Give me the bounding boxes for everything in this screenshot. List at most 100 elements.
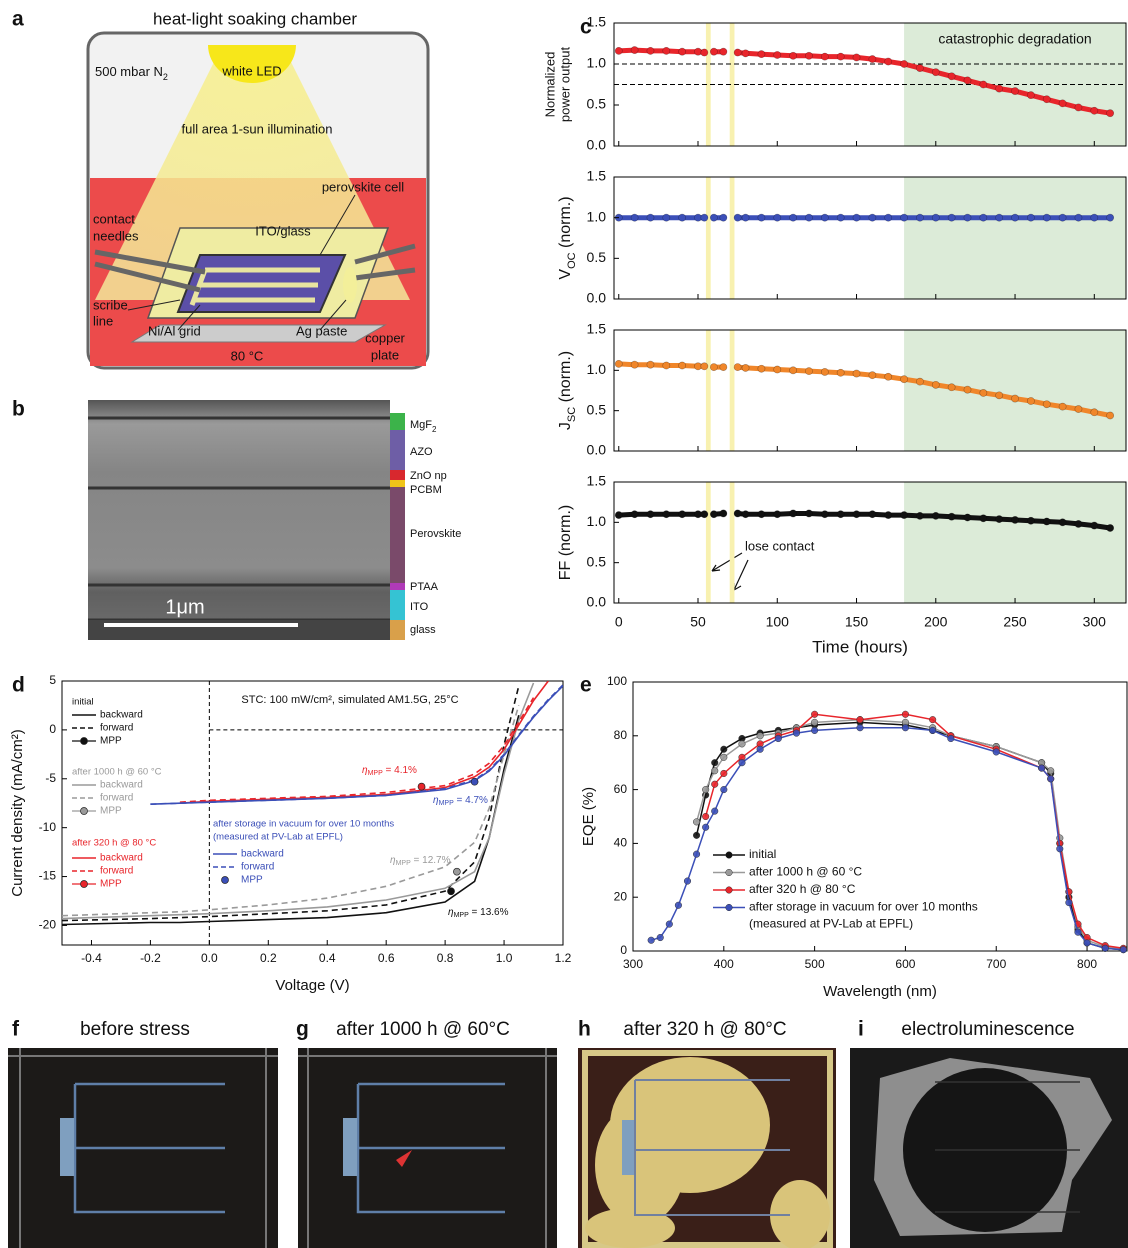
data-point <box>720 753 728 761</box>
data-point <box>709 363 718 372</box>
grid-fingers <box>189 267 320 306</box>
x-tick-label: -0.2 <box>140 951 161 965</box>
data-point <box>757 50 766 59</box>
data-point <box>719 213 728 222</box>
data-point <box>836 52 845 61</box>
legend-label: after 320 h @ 80 °C <box>749 882 856 896</box>
data-point <box>1011 213 1019 222</box>
data-point <box>852 369 861 378</box>
layer <box>390 470 405 480</box>
data-point <box>662 510 671 519</box>
efficiency-label-part: = 13.6% <box>469 907 509 918</box>
electrode <box>73 1082 225 1214</box>
data-point <box>947 383 956 392</box>
data-point <box>1101 944 1109 952</box>
photo-title: electroluminescence <box>901 1019 1074 1040</box>
layer-label: AZO <box>410 446 433 458</box>
x-tick-label: 0.2 <box>260 951 277 965</box>
data-point <box>792 729 801 737</box>
x-tick-label: 400 <box>714 957 734 971</box>
legend-label: forward <box>241 862 274 873</box>
data-point <box>811 718 819 726</box>
plate-label: plate <box>371 347 399 362</box>
data-point <box>1106 213 1115 222</box>
data-point <box>963 513 972 522</box>
data-point <box>678 361 687 370</box>
data-point <box>1056 845 1064 853</box>
data-point <box>1090 408 1099 417</box>
layer-label: ITO <box>410 601 429 613</box>
y-tick-label: -15 <box>39 869 57 883</box>
data-point <box>900 511 908 519</box>
x-tick-label: 500 <box>805 957 825 971</box>
legend-swatch <box>725 886 733 894</box>
legend-group-title: after 1000 h @ 60 °C <box>72 767 162 778</box>
legend-note: (measured at PV-Lab at EPFL) <box>749 917 913 931</box>
data-point <box>720 786 728 794</box>
contact-band <box>729 330 735 451</box>
legend-label: backward <box>100 853 143 864</box>
y-tick-label: 20 <box>614 889 628 903</box>
data-point <box>1090 521 1099 530</box>
illumination-label: full area 1-sun illumination <box>181 121 332 136</box>
panel-letter: f <box>12 1018 20 1041</box>
photo-title: before stress <box>80 1019 190 1040</box>
data-point <box>916 213 924 222</box>
photos: before stress after 1000 h @ 60°C after … <box>8 1019 1128 1248</box>
data-point <box>820 213 829 222</box>
data-point <box>856 724 864 732</box>
data-point <box>1090 213 1099 222</box>
needles <box>94 243 416 293</box>
data-point <box>630 360 639 369</box>
data-point <box>678 47 687 56</box>
needles-label: needles <box>93 228 139 243</box>
data-point <box>1058 402 1067 411</box>
legend-label: backward <box>100 710 143 721</box>
legend-label: MPP <box>100 879 122 890</box>
y-axis-label-part: (norm.) <box>557 196 574 252</box>
legend-label: MPP <box>241 875 263 886</box>
photo-border <box>582 1050 833 1248</box>
data-point <box>995 213 1004 222</box>
note: STC: 100 mW/cm², simulated AM1.5G, 25°C <box>241 694 458 706</box>
data-point <box>719 47 728 56</box>
mpp-point <box>453 867 461 876</box>
data-point <box>1106 109 1115 118</box>
data-point <box>852 213 861 222</box>
x-tick-label: 800 <box>1077 957 1097 971</box>
legend-swatch <box>221 876 229 884</box>
layer-label: ZnO np <box>410 470 447 482</box>
data-point <box>702 823 710 831</box>
data-point <box>852 510 861 519</box>
led-label: white LED <box>221 63 281 78</box>
scale-bar-label: 1μm <box>165 596 204 618</box>
panel-letter: b <box>12 398 25 421</box>
data-point <box>900 375 908 384</box>
forward-curve <box>179 697 535 803</box>
efficiency-label-part: = 4.7% <box>454 795 488 806</box>
data-point <box>674 901 682 909</box>
data-point <box>711 759 719 767</box>
data-point <box>741 364 750 372</box>
data-point <box>836 213 845 222</box>
photo-title: after 320 h @ 80°C <box>623 1019 786 1040</box>
x-tick-label: 300 <box>1083 614 1107 630</box>
copper-plate <box>130 324 387 343</box>
x-axis-label: Time (hours) <box>812 637 908 656</box>
plot-frame <box>61 680 564 946</box>
y-axis-label: FF (norm.) <box>557 505 574 581</box>
substrate-label: ITO/glass <box>255 223 311 238</box>
data-point <box>683 877 692 885</box>
data-point <box>1042 95 1051 104</box>
data-point <box>757 510 766 519</box>
data-point <box>884 57 893 66</box>
y-tick-label: 1.5 <box>587 473 607 489</box>
data-point <box>1106 411 1115 420</box>
defect-marker <box>396 1150 412 1167</box>
data-point <box>656 934 664 942</box>
x-tick-label: 1.2 <box>555 951 572 965</box>
x-tick-label: 0.6 <box>378 951 395 965</box>
electrode-pad <box>622 1120 634 1175</box>
